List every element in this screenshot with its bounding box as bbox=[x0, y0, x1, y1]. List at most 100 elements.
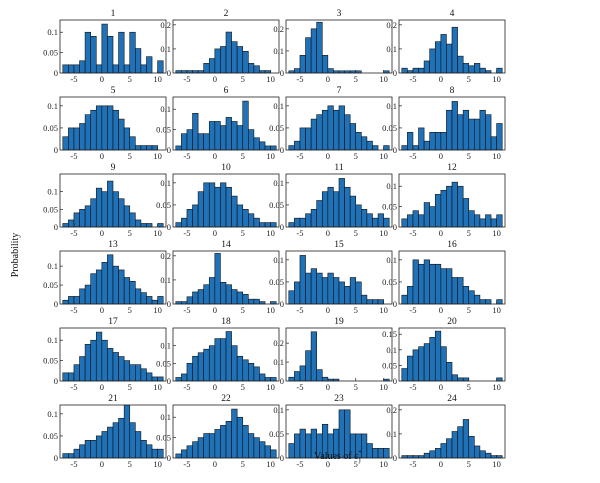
panel-17: 17 -5 0 5 10 0.05 0.1 0 bbox=[43, 317, 167, 392]
y-tick-label: 0.1 bbox=[273, 178, 284, 188]
y-tick-label: 0 bbox=[393, 299, 397, 309]
histogram-bar bbox=[485, 114, 492, 151]
histogram-bar bbox=[197, 289, 204, 305]
y-tick-label: 0.05 bbox=[43, 204, 58, 214]
histogram-bar bbox=[146, 372, 153, 382]
histogram-bar bbox=[90, 273, 97, 305]
histogram-bar bbox=[107, 180, 114, 228]
histogram-bar bbox=[62, 136, 69, 151]
x-tick-label: 5 bbox=[241, 459, 245, 469]
histogram-bar bbox=[327, 68, 334, 74]
panel-title: 8 bbox=[450, 86, 455, 96]
histogram-bar bbox=[197, 437, 204, 459]
histogram-bar bbox=[68, 296, 75, 305]
histogram-bar bbox=[338, 178, 345, 228]
y-tick-label: 0 bbox=[54, 68, 58, 78]
x-tick-label: 0 bbox=[100, 305, 104, 315]
histogram-bar bbox=[372, 299, 379, 305]
histogram-bar bbox=[135, 145, 142, 151]
histogram-bar bbox=[242, 100, 249, 151]
histogram-bar bbox=[140, 223, 147, 228]
histogram-bar bbox=[299, 55, 306, 74]
histogram-bar bbox=[423, 60, 430, 74]
histogram-bar bbox=[248, 298, 255, 305]
x-tick-label: 0 bbox=[326, 382, 330, 392]
panel-title: 23 bbox=[334, 394, 344, 404]
x-tick-label: 10 bbox=[492, 382, 501, 392]
y-tick-label: 0.1 bbox=[160, 412, 171, 422]
histogram-bar bbox=[259, 373, 266, 382]
histogram-bar bbox=[192, 441, 199, 459]
panel-5: 5 -5 0 5 10 0.05 0.1 0 bbox=[43, 86, 167, 161]
x-axis-label-main: Values of ε bbox=[314, 451, 358, 462]
histogram-bar bbox=[208, 121, 216, 151]
histogram-bar bbox=[214, 429, 221, 459]
y-tick-label: 0.1 bbox=[47, 335, 58, 345]
x-tick-label: 10 bbox=[492, 74, 501, 84]
histogram-bar bbox=[310, 268, 317, 305]
x-tick-label: 5 bbox=[128, 459, 132, 469]
histogram-bar bbox=[316, 369, 323, 382]
histogram-bar bbox=[181, 449, 188, 459]
y-tick-label: 0 bbox=[167, 376, 171, 386]
x-tick-label: 5 bbox=[128, 382, 132, 392]
histogram-bar bbox=[412, 259, 419, 305]
histogram-bar bbox=[151, 376, 158, 382]
histogram-bar bbox=[412, 145, 419, 151]
histogram-bar bbox=[135, 219, 142, 228]
histogram-bar bbox=[333, 277, 340, 305]
y-tick-label: 0.05 bbox=[269, 429, 284, 439]
histogram-bar bbox=[253, 137, 260, 151]
histogram-bar bbox=[151, 448, 158, 459]
histogram-bar bbox=[305, 350, 312, 382]
histogram-bar bbox=[321, 191, 329, 228]
histogram-bar bbox=[327, 105, 334, 151]
histogram-bar bbox=[236, 125, 244, 151]
histogram-bar bbox=[496, 67, 503, 74]
x-tick-label: 0 bbox=[100, 382, 104, 392]
histogram-bar bbox=[231, 195, 238, 228]
histogram-bar bbox=[294, 371, 301, 382]
histogram-bar bbox=[462, 377, 470, 382]
x-tick-label: 0 bbox=[439, 74, 443, 84]
panel-13: 13 -5 0 5 10 0.05 0.1 0 bbox=[43, 240, 167, 315]
x-tick-label: 10 bbox=[492, 305, 501, 315]
histogram-bar bbox=[253, 65, 260, 74]
histogram-bar bbox=[299, 217, 306, 228]
histogram-bar bbox=[231, 41, 238, 74]
histogram-bar bbox=[474, 294, 481, 305]
histogram-bar bbox=[264, 222, 271, 228]
histogram-bar bbox=[253, 217, 260, 228]
panel-title: 5 bbox=[111, 86, 116, 96]
histogram-bar bbox=[135, 48, 142, 74]
histogram-bar bbox=[242, 51, 249, 74]
panel-14: 14 -5 0 5 10 0.1 0.2 0 bbox=[160, 240, 280, 315]
histogram-bar bbox=[310, 118, 317, 151]
histogram-bar bbox=[451, 277, 458, 305]
histogram-bar bbox=[468, 210, 475, 228]
panel-frame bbox=[398, 173, 506, 228]
histogram-bar bbox=[225, 186, 232, 228]
histogram-bar bbox=[68, 127, 75, 151]
histogram-bar bbox=[73, 212, 80, 228]
y-tick-label: 0.1 bbox=[160, 44, 171, 54]
histogram-bar bbox=[299, 255, 306, 305]
panel-frame bbox=[172, 327, 280, 382]
histogram-bar bbox=[401, 67, 408, 74]
y-tick-label: 0.1 bbox=[273, 405, 284, 415]
histogram-bar bbox=[146, 223, 153, 228]
panel-2: 2 -5 0 5 10 0.1 0.2 0 bbox=[160, 9, 280, 84]
histogram-bar bbox=[407, 132, 414, 151]
histogram-bar bbox=[434, 263, 442, 305]
histogram-bar bbox=[321, 55, 329, 74]
histogram-bar bbox=[253, 437, 260, 459]
histogram-bar bbox=[305, 213, 312, 228]
histogram-bar bbox=[236, 204, 244, 228]
x-tick-label: 0 bbox=[100, 228, 104, 238]
histogram-bar bbox=[220, 425, 227, 459]
x-tick-label: 10 bbox=[266, 305, 275, 315]
histogram-bar bbox=[84, 205, 91, 228]
histogram-bar bbox=[129, 31, 136, 74]
histogram-bar bbox=[305, 127, 312, 151]
y-tick-label: 0 bbox=[167, 145, 171, 155]
